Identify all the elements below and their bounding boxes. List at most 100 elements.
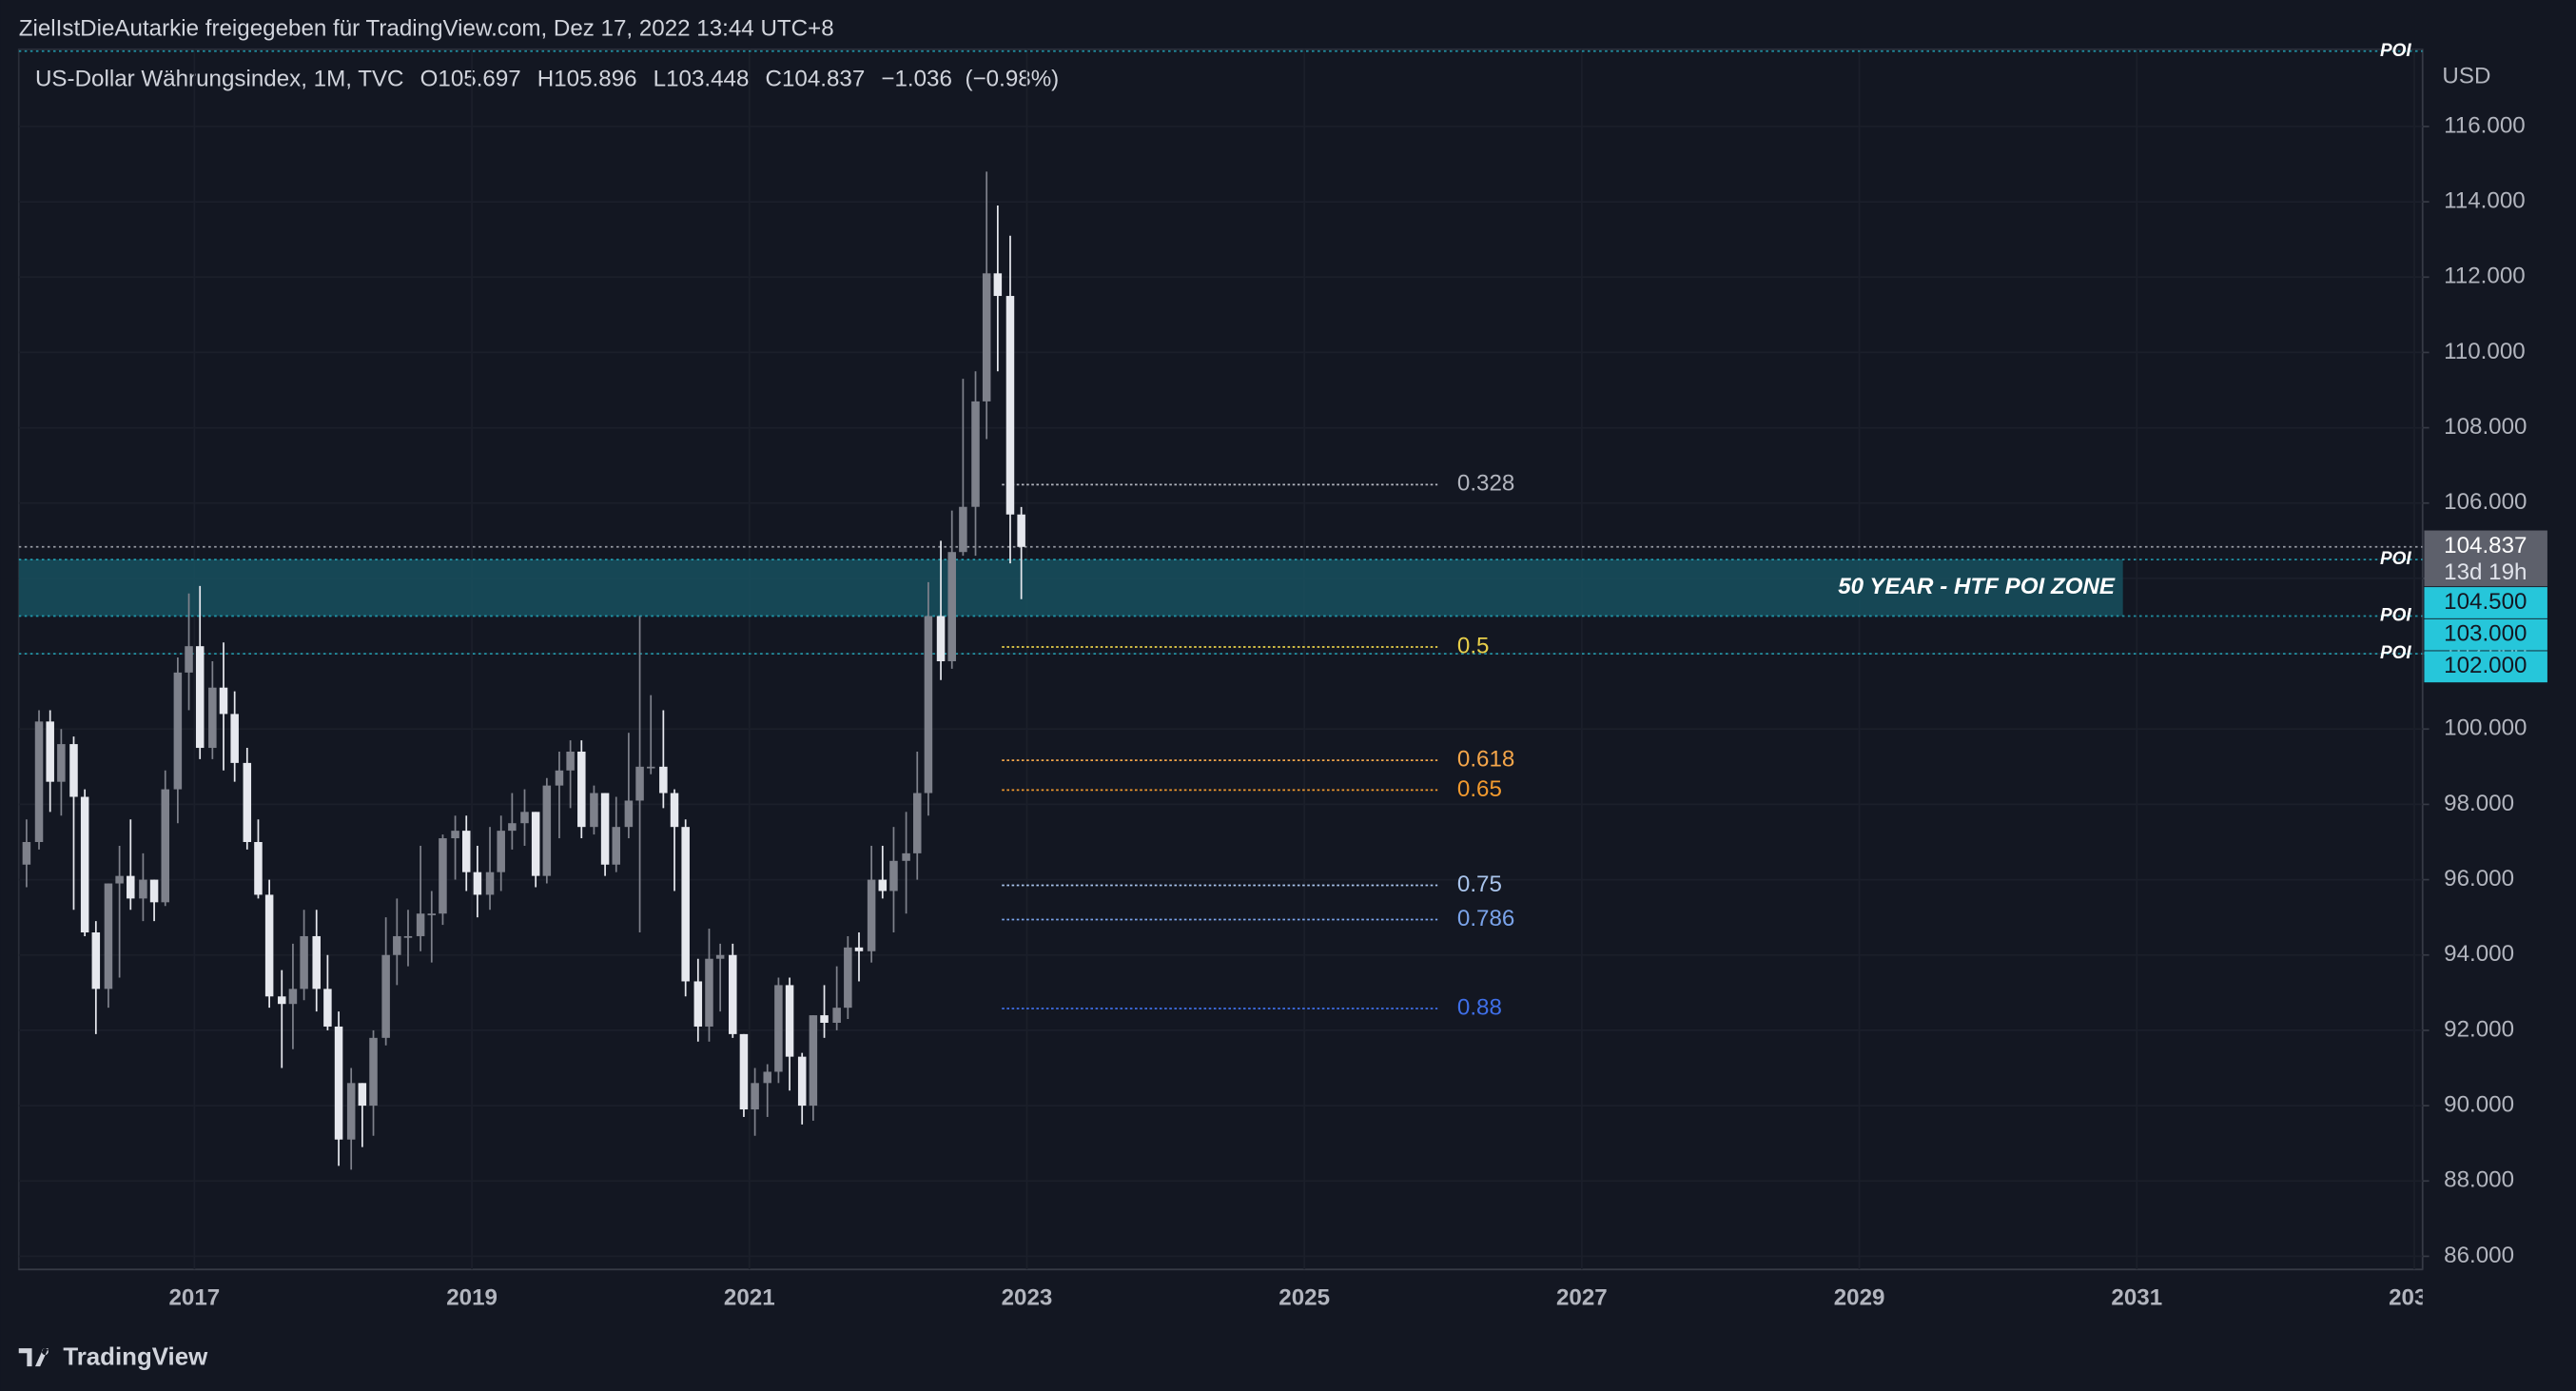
candle-body [243,762,252,843]
plot-area [17,48,2424,1271]
candle-body [947,552,956,662]
legend-label: C [765,67,781,92]
candle-body [104,883,113,989]
candle-body [254,842,263,895]
candle-body [334,1026,343,1140]
candle-body [600,793,610,865]
x-tick-label: 2023 [1002,1285,1053,1311]
currency: USD [2442,64,2490,89]
poi-badge [2424,651,2547,683]
fib-label: 0.88 [1457,994,1502,1020]
y-tick-label: 110.000 [2444,339,2526,364]
candle-body [149,879,159,903]
candle-body [624,800,634,828]
legend-change: −1.036 [881,67,952,92]
legend-value: 105.896 [554,67,636,92]
candle-body [902,852,910,861]
y-tick-label: 86.000 [2444,1243,2514,1268]
header: ZielIstDieAutarkie freigegeben für Tradi… [19,15,834,41]
fib-label: 0.786 [1457,906,1514,931]
candle-body [427,913,437,915]
candle-body [982,273,991,402]
symbol: US-Dollar Währungsindex, 1M, TVC [35,67,404,92]
candle-body [774,985,783,1072]
y-tick-label: 90.000 [2444,1091,2514,1117]
candle-body [913,793,922,853]
candle-body [797,1056,807,1107]
y-tick-label: 116.000 [2444,112,2526,138]
candle-body [230,714,239,763]
x-tick-label: 2031 [2111,1285,2162,1311]
candle-body [80,796,89,933]
candle-body [508,823,517,832]
candle-body [785,985,794,1057]
candle-body [566,752,575,771]
y-tick-label: 100.000 [2444,715,2527,741]
candle-body [185,646,193,673]
candle-body [22,842,31,865]
x-axis: 2017 2019 2021 2023 2025 2027 2029 2031 2033 [169,1285,2440,1311]
candle-body [832,1008,841,1024]
candle-body [91,932,101,989]
candle-body [264,894,274,997]
candle-body [739,1033,749,1110]
poi-label: POI [2380,606,2411,626]
candle-body [867,879,876,951]
zone-label: 50 YEAR - HTF POI ZONE [1838,574,2116,599]
brand-logo [18,1348,49,1367]
poi-zone [18,559,2123,617]
candle-body [659,766,668,793]
candle-body [288,989,298,1005]
candle-body [416,913,425,936]
y-tick-label: 88.000 [2444,1167,2514,1193]
poi-price-label: 104.500 [2444,589,2527,615]
candle-body [381,954,390,1038]
fib-label: 0.65 [1457,776,1502,802]
candle-body [139,879,147,899]
candle-body [1017,514,1025,547]
candle-body [889,860,898,891]
poi-badge [2424,618,2547,651]
candle-body [520,812,529,824]
candle-body [57,744,66,782]
x-tick-label: 2017 [169,1285,221,1311]
last-price-badge [2424,530,2547,587]
candle-body [369,1037,378,1107]
candle-body [358,1083,367,1107]
candle-body [577,752,586,828]
candle-body [278,996,286,1005]
candle-body [993,273,1003,297]
candle-body [1005,296,1015,515]
x-tick-label: 2033 [2389,1285,2440,1311]
candle-body [403,935,413,938]
y-tick-label: 96.000 [2444,866,2514,891]
legend-value: 104.837 [782,67,865,92]
candle-body [809,1015,818,1107]
y-tick-label: 112.000 [2444,264,2526,289]
candle-body [705,958,713,1027]
poi-label: POI [2380,549,2411,569]
candle-body [531,812,540,876]
candle-body [46,721,54,782]
fib-label: 0.5 [1457,633,1490,658]
brand: TradingView [63,1343,208,1370]
candle-body [555,770,564,786]
candle-body [497,831,505,872]
candle-body [820,1015,829,1024]
candle-body [715,954,725,959]
legend: US-Dollar Währungsindex, 1M, TVC O105.69… [35,67,1059,92]
candle-body [763,1071,771,1084]
y-tick-label: 106.000 [2444,489,2527,515]
y-tick-label: 94.000 [2444,941,2514,967]
candle-body [69,744,78,797]
poi-price-label: 103.000 [2444,621,2527,647]
candle-body [393,935,401,955]
y-tick-label: 114.000 [2444,187,2526,213]
fib-label: 0.618 [1457,746,1514,772]
candle-body [323,989,332,1027]
legend-label: H [537,67,554,92]
legend-label: L [654,67,666,92]
candle-body [173,672,183,790]
